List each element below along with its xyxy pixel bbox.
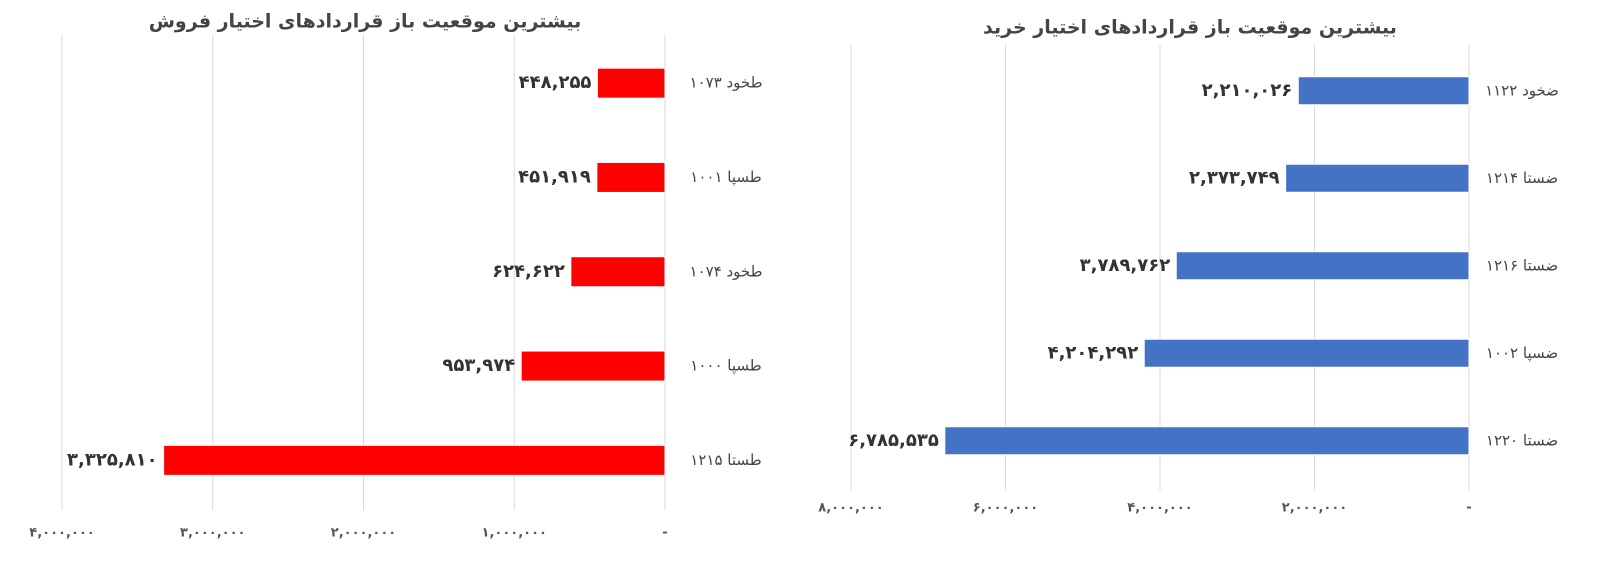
- bar: [1175, 251, 1470, 281]
- x-tick-label: ۱,۰۰۰,۰۰۰: [482, 526, 547, 541]
- chart-title: بیشترین موقعیت باز قراردادهای اختیار خری…: [983, 17, 1397, 39]
- category-label: طستا ۱۲۱۵: [690, 451, 761, 469]
- category-label: ضستا ۱۲۱۶: [1486, 256, 1558, 274]
- category-label: ضستا ۱۲۱۴: [1486, 169, 1558, 187]
- value-label: ۳,۷۸۹,۷۶۲: [1080, 255, 1171, 276]
- x-tick-label: ۶,۰۰۰,۰۰۰: [973, 501, 1038, 516]
- x-tick-label: -: [662, 526, 667, 541]
- category-label: ضخود ۱۱۲۲: [1485, 81, 1559, 99]
- chart: بیشترین موقعیت باز قراردادهای اختیار خری…: [818, 17, 1559, 516]
- x-tick-label: ۸,۰۰۰,۰۰۰: [818, 501, 883, 516]
- bar: [596, 161, 666, 193]
- bar: [570, 256, 666, 288]
- x-tick-label: ۲,۰۰۰,۰۰۰: [331, 526, 396, 541]
- bar: [520, 350, 666, 382]
- value-label: ۹۵۳,۹۷۴: [442, 355, 515, 376]
- value-label: ۲,۲۱۰,۰۲۶: [1202, 80, 1293, 101]
- x-tick-label: ۲,۰۰۰,۰۰۰: [1282, 501, 1347, 516]
- x-tick-label: -: [1466, 501, 1471, 516]
- value-label: ۶,۷۸۵,۵۳۵: [848, 430, 939, 451]
- category-label: طخود ۱۰۷۴: [689, 262, 762, 280]
- value-label: ۴۴۸,۲۵۵: [519, 72, 592, 93]
- x-tick-label: ۴,۰۰۰,۰۰۰: [1127, 501, 1192, 516]
- value-label: ۴,۲۰۴,۲۹۲: [1048, 342, 1139, 363]
- x-tick-label: ۳,۰۰۰,۰۰۰: [180, 526, 245, 541]
- x-tick-label: ۴,۰۰۰,۰۰۰: [29, 526, 94, 541]
- chart: بیشترین موقعیت باز قراردادهای اختیار فرو…: [29, 11, 762, 541]
- value-label: ۳,۳۲۵,۸۱۰: [67, 449, 158, 470]
- chart-title: بیشترین موقعیت باز قراردادهای اختیار فرو…: [149, 11, 582, 33]
- bar: [944, 426, 1470, 456]
- bar: [163, 444, 666, 476]
- bar: [596, 67, 666, 99]
- category-label: طسپا ۱۰۰۱: [690, 168, 761, 187]
- category-label: ضسپا ۱۰۰۲: [1486, 344, 1558, 363]
- bar: [1143, 338, 1470, 368]
- value-label: ۶۲۴,۶۲۲: [492, 261, 565, 282]
- category-label: طسپا ۱۰۰۰: [690, 357, 761, 376]
- bar: [1297, 76, 1470, 106]
- value-label: ۲,۳۷۳,۷۴۹: [1189, 167, 1280, 188]
- category-label: ضستا ۱۲۲۰: [1486, 431, 1558, 449]
- category-label: طخود ۱۰۷۳: [689, 74, 762, 92]
- bar: [1285, 163, 1470, 193]
- value-label: ۴۵۱,۹۱۹: [518, 166, 591, 187]
